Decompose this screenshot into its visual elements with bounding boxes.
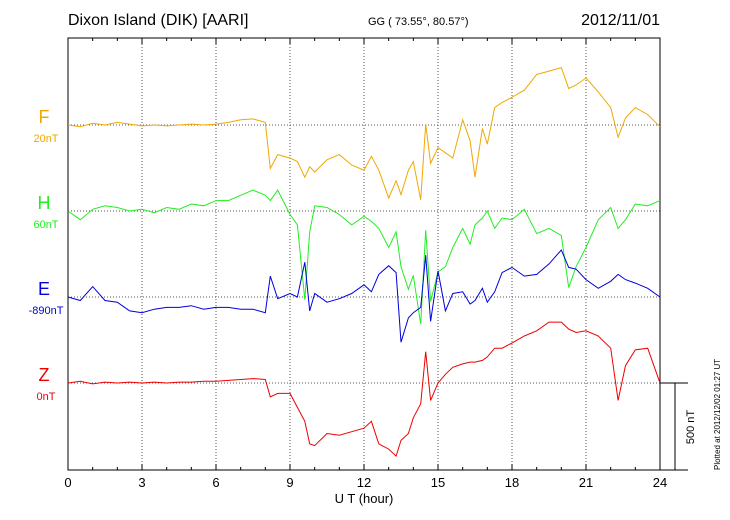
geo-coordinates: GG ( 73.55°, 80.57°) xyxy=(368,16,469,28)
channel-offset-H: 60nT xyxy=(33,219,58,231)
x-tick-label: 24 xyxy=(653,475,667,490)
channel-offset-F: 20nT xyxy=(33,133,58,145)
channel-labels: F 20nT H 60nT E -890nT Z 0nT xyxy=(29,107,64,403)
series-line-Z xyxy=(67,321,661,458)
x-tick-label: 0 xyxy=(64,475,71,490)
x-tick-labels: 0 3 6 9 12 15 18 21 24 xyxy=(64,475,667,490)
x-tick-label: 18 xyxy=(505,475,519,490)
channel-name-Z: Z xyxy=(39,365,50,385)
x-axis-label: U T (hour) xyxy=(335,491,394,506)
x-tick-label: 3 xyxy=(138,475,145,490)
plotted-timestamp: Plotted at 2012/12/02 01:27 UT xyxy=(713,358,722,470)
x-tick-label: 12 xyxy=(357,475,371,490)
date-label: 2012/11/01 xyxy=(581,12,660,29)
series-line-E xyxy=(67,249,661,343)
scale-bar-label: 500 nT xyxy=(685,410,697,445)
station-title: Dixon Island (DIK) [AARI] xyxy=(68,12,249,29)
channel-name-H: H xyxy=(38,193,51,213)
channel-name-E: E xyxy=(38,279,50,299)
channel-name-F: F xyxy=(39,107,50,127)
x-tick-label: 15 xyxy=(431,475,445,490)
channel-offset-Z: 0nT xyxy=(37,391,56,403)
x-ticks xyxy=(67,38,661,470)
x-tick-label: 6 xyxy=(212,475,219,490)
series-line-H xyxy=(67,189,661,325)
series-lines xyxy=(67,66,661,458)
channel-offset-E: -890nT xyxy=(29,305,64,317)
x-tick-label: 9 xyxy=(286,475,293,490)
x-tick-label: 21 xyxy=(579,475,593,490)
grid-lines xyxy=(68,38,660,470)
series-line-F xyxy=(67,66,661,200)
scale-bar: 500 nT xyxy=(660,382,697,471)
